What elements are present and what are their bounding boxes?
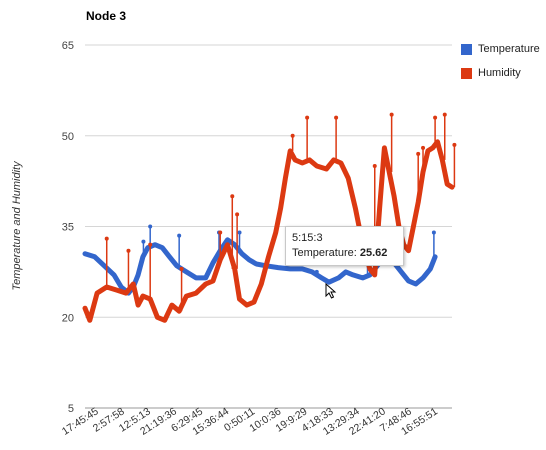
y-tick-label: 35 bbox=[62, 222, 74, 234]
y-tick-label: 20 bbox=[62, 312, 74, 324]
spike-point bbox=[452, 142, 457, 147]
spike-point bbox=[148, 242, 153, 247]
spike-point bbox=[421, 145, 426, 150]
spike-point bbox=[290, 133, 295, 138]
spike-point bbox=[237, 230, 242, 235]
x-tick-labels: 17:45:452:57:5812:5:1321:19:366:29:4515:… bbox=[60, 405, 440, 437]
spike-point bbox=[179, 266, 184, 271]
spike-point bbox=[141, 239, 146, 244]
chart-title: Node 3 bbox=[86, 9, 127, 23]
y-tick-label: 65 bbox=[62, 40, 74, 52]
legend-item-temperature[interactable]: Temperature bbox=[461, 42, 540, 56]
spike-point bbox=[389, 112, 394, 117]
spike-point bbox=[305, 115, 310, 120]
spike-point bbox=[442, 112, 447, 117]
series-line-humidity bbox=[82, 139, 455, 323]
tooltip-value: 25.62 bbox=[359, 247, 388, 259]
spike-point bbox=[177, 233, 182, 238]
legend-item-humidity[interactable]: Humidity bbox=[461, 66, 540, 80]
spike-point bbox=[431, 230, 436, 235]
spike-point bbox=[148, 224, 153, 229]
series-lines bbox=[82, 112, 457, 323]
tooltip-value-row: Temperature: 25.62 bbox=[292, 246, 397, 261]
legend-label-temperature: Temperature bbox=[478, 43, 540, 55]
mouse-cursor-icon bbox=[325, 283, 337, 299]
spike-point bbox=[235, 212, 240, 217]
spike-point bbox=[334, 115, 339, 120]
y-axis-label: Temperature and Humidity bbox=[11, 160, 23, 291]
spike-point bbox=[218, 230, 223, 235]
y-tick-labels: 5 20 35 50 65 bbox=[62, 40, 74, 415]
tooltip-label: 5:15:3 bbox=[292, 232, 323, 244]
legend-swatch-humidity bbox=[461, 67, 472, 79]
series-humidity bbox=[82, 112, 457, 323]
chart-legend: Temperature Humidity bbox=[461, 42, 540, 90]
spike-point bbox=[433, 115, 438, 120]
spike-point bbox=[126, 248, 131, 253]
tooltip-series: Temperature: bbox=[292, 247, 357, 259]
spike-point bbox=[416, 151, 421, 156]
data-tooltip: 5:15:3 Temperature: 25.62 bbox=[285, 226, 404, 266]
y-tick-label: 5 bbox=[68, 403, 74, 415]
legend-label-humidity: Humidity bbox=[478, 67, 521, 79]
spike-point bbox=[372, 164, 377, 168]
y-tick-label: 50 bbox=[62, 131, 74, 143]
spike-point bbox=[104, 236, 109, 241]
legend-swatch-temperature bbox=[461, 43, 472, 55]
spike-point bbox=[230, 194, 235, 199]
